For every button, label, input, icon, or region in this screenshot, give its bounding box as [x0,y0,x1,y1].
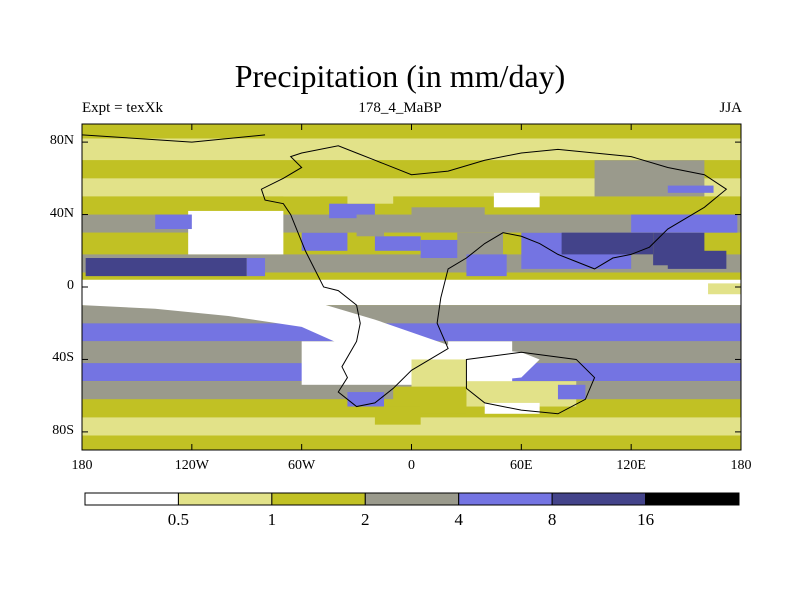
y-tick-label: 40N [49,205,74,221]
y-tick-label: 40S [52,350,74,366]
coastline [82,134,266,143]
colorbar-swatch [177,492,273,506]
period-label: 178_4_MaBP [358,100,442,116]
colorbar-swatch [458,492,553,506]
coastline [260,145,728,408]
precip-patch [374,236,421,251]
x-tick-label: 60W [288,458,316,473]
precip-patch [557,384,586,400]
map-field [82,124,741,450]
precip-patch [155,214,192,230]
precip-patch [667,250,727,269]
precip-patch [411,359,467,389]
colorbar-swatch [364,492,460,506]
colorbar-swatch [551,492,647,506]
colorbar-swatch [84,492,179,506]
colorbar-swatch [271,492,366,506]
precip-patch [667,185,714,193]
precip-band [82,124,741,139]
precip-band [82,178,741,197]
precip-patch [356,214,385,237]
precip-patch [561,232,654,255]
precip-patch [206,214,269,244]
precip-patch [301,341,412,385]
precip-band [82,417,741,436]
precip-patch [301,232,348,251]
colorbar-label: 16 [637,510,655,529]
y-tick-label: 80N [49,133,74,149]
precip-patch [631,214,738,233]
x-tick-label: 180 [730,458,752,473]
chart-title: Precipitation (in mm/day) [234,58,566,94]
precip-band [82,138,741,161]
precip-patch [246,258,266,277]
precip-patch [85,258,247,277]
colorbar-label: 2 [361,510,370,529]
x-tick-label: 0 [408,458,415,473]
x-tick-label: 60E [510,458,533,473]
precip-band [82,160,741,179]
precip-band [82,272,741,280]
colorbar-label: 4 [454,510,463,529]
coastline [465,351,596,415]
precip-patch [347,189,394,204]
precip-patch [283,178,320,197]
precip-band [82,323,741,342]
precip-band [82,196,741,215]
precip-patch [374,406,421,425]
x-tick-label: 120W [174,458,209,473]
x-tick-label: 180 [71,458,93,473]
precip-patch [708,283,741,295]
precip-patch [493,192,540,208]
precip-patch [466,254,507,277]
y-tick-label: 0 [67,278,74,293]
season-label: JJA [719,100,742,116]
colorbar-label: 8 [547,510,557,529]
colorbar-label: 1 [267,510,277,529]
x-tick-label: 120E [616,458,646,473]
precip-patch [411,207,485,226]
experiment-label: Expt = texXk [82,100,163,116]
colorbar-label: 0.5 [167,510,190,529]
y-tick-label: 80S [52,422,74,438]
precip-band [82,435,741,450]
colorbar-swatch [645,492,740,506]
precip-patch [420,239,467,259]
